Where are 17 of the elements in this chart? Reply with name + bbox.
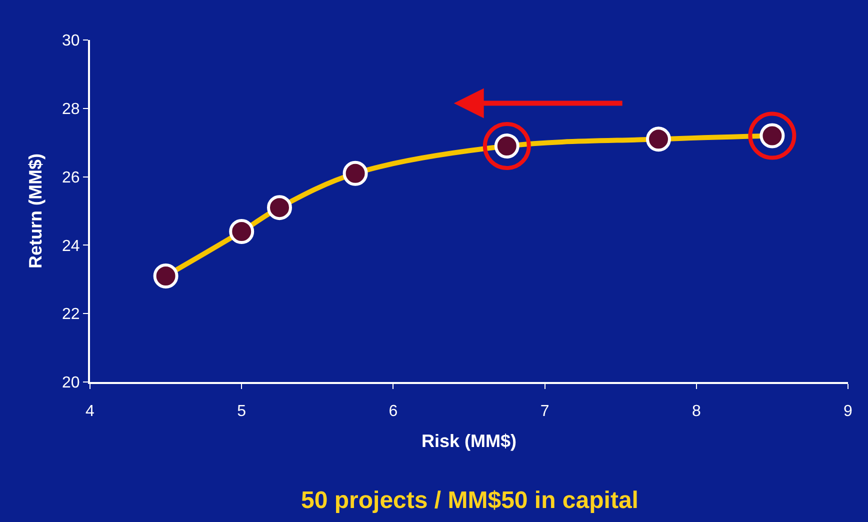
- x-tick-label: 4: [86, 403, 95, 420]
- y-tick-label: 28: [62, 101, 80, 118]
- y-axis-title: Return (MM$): [26, 154, 46, 268]
- x-axis-title: Risk (MM$): [421, 430, 517, 451]
- y-tick-label: 30: [62, 32, 80, 50]
- x-tick-label: 6: [388, 403, 398, 420]
- text: 50 projects / MM$50 in capital: [301, 487, 638, 514]
- y-tick-label: 20: [62, 374, 80, 392]
- point: [482, 122, 531, 170]
- y-tick-label: 24: [62, 238, 80, 255]
- y-tick-label: 22: [62, 306, 80, 324]
- x-tick-label: 8: [692, 403, 701, 420]
- x-tick-label: 5: [237, 403, 246, 420]
- x-tick-label: 9: [844, 403, 853, 420]
- point: [748, 112, 796, 160]
- x-tick-label: 7: [540, 403, 550, 420]
- y-tick-label: 26: [62, 169, 80, 186]
